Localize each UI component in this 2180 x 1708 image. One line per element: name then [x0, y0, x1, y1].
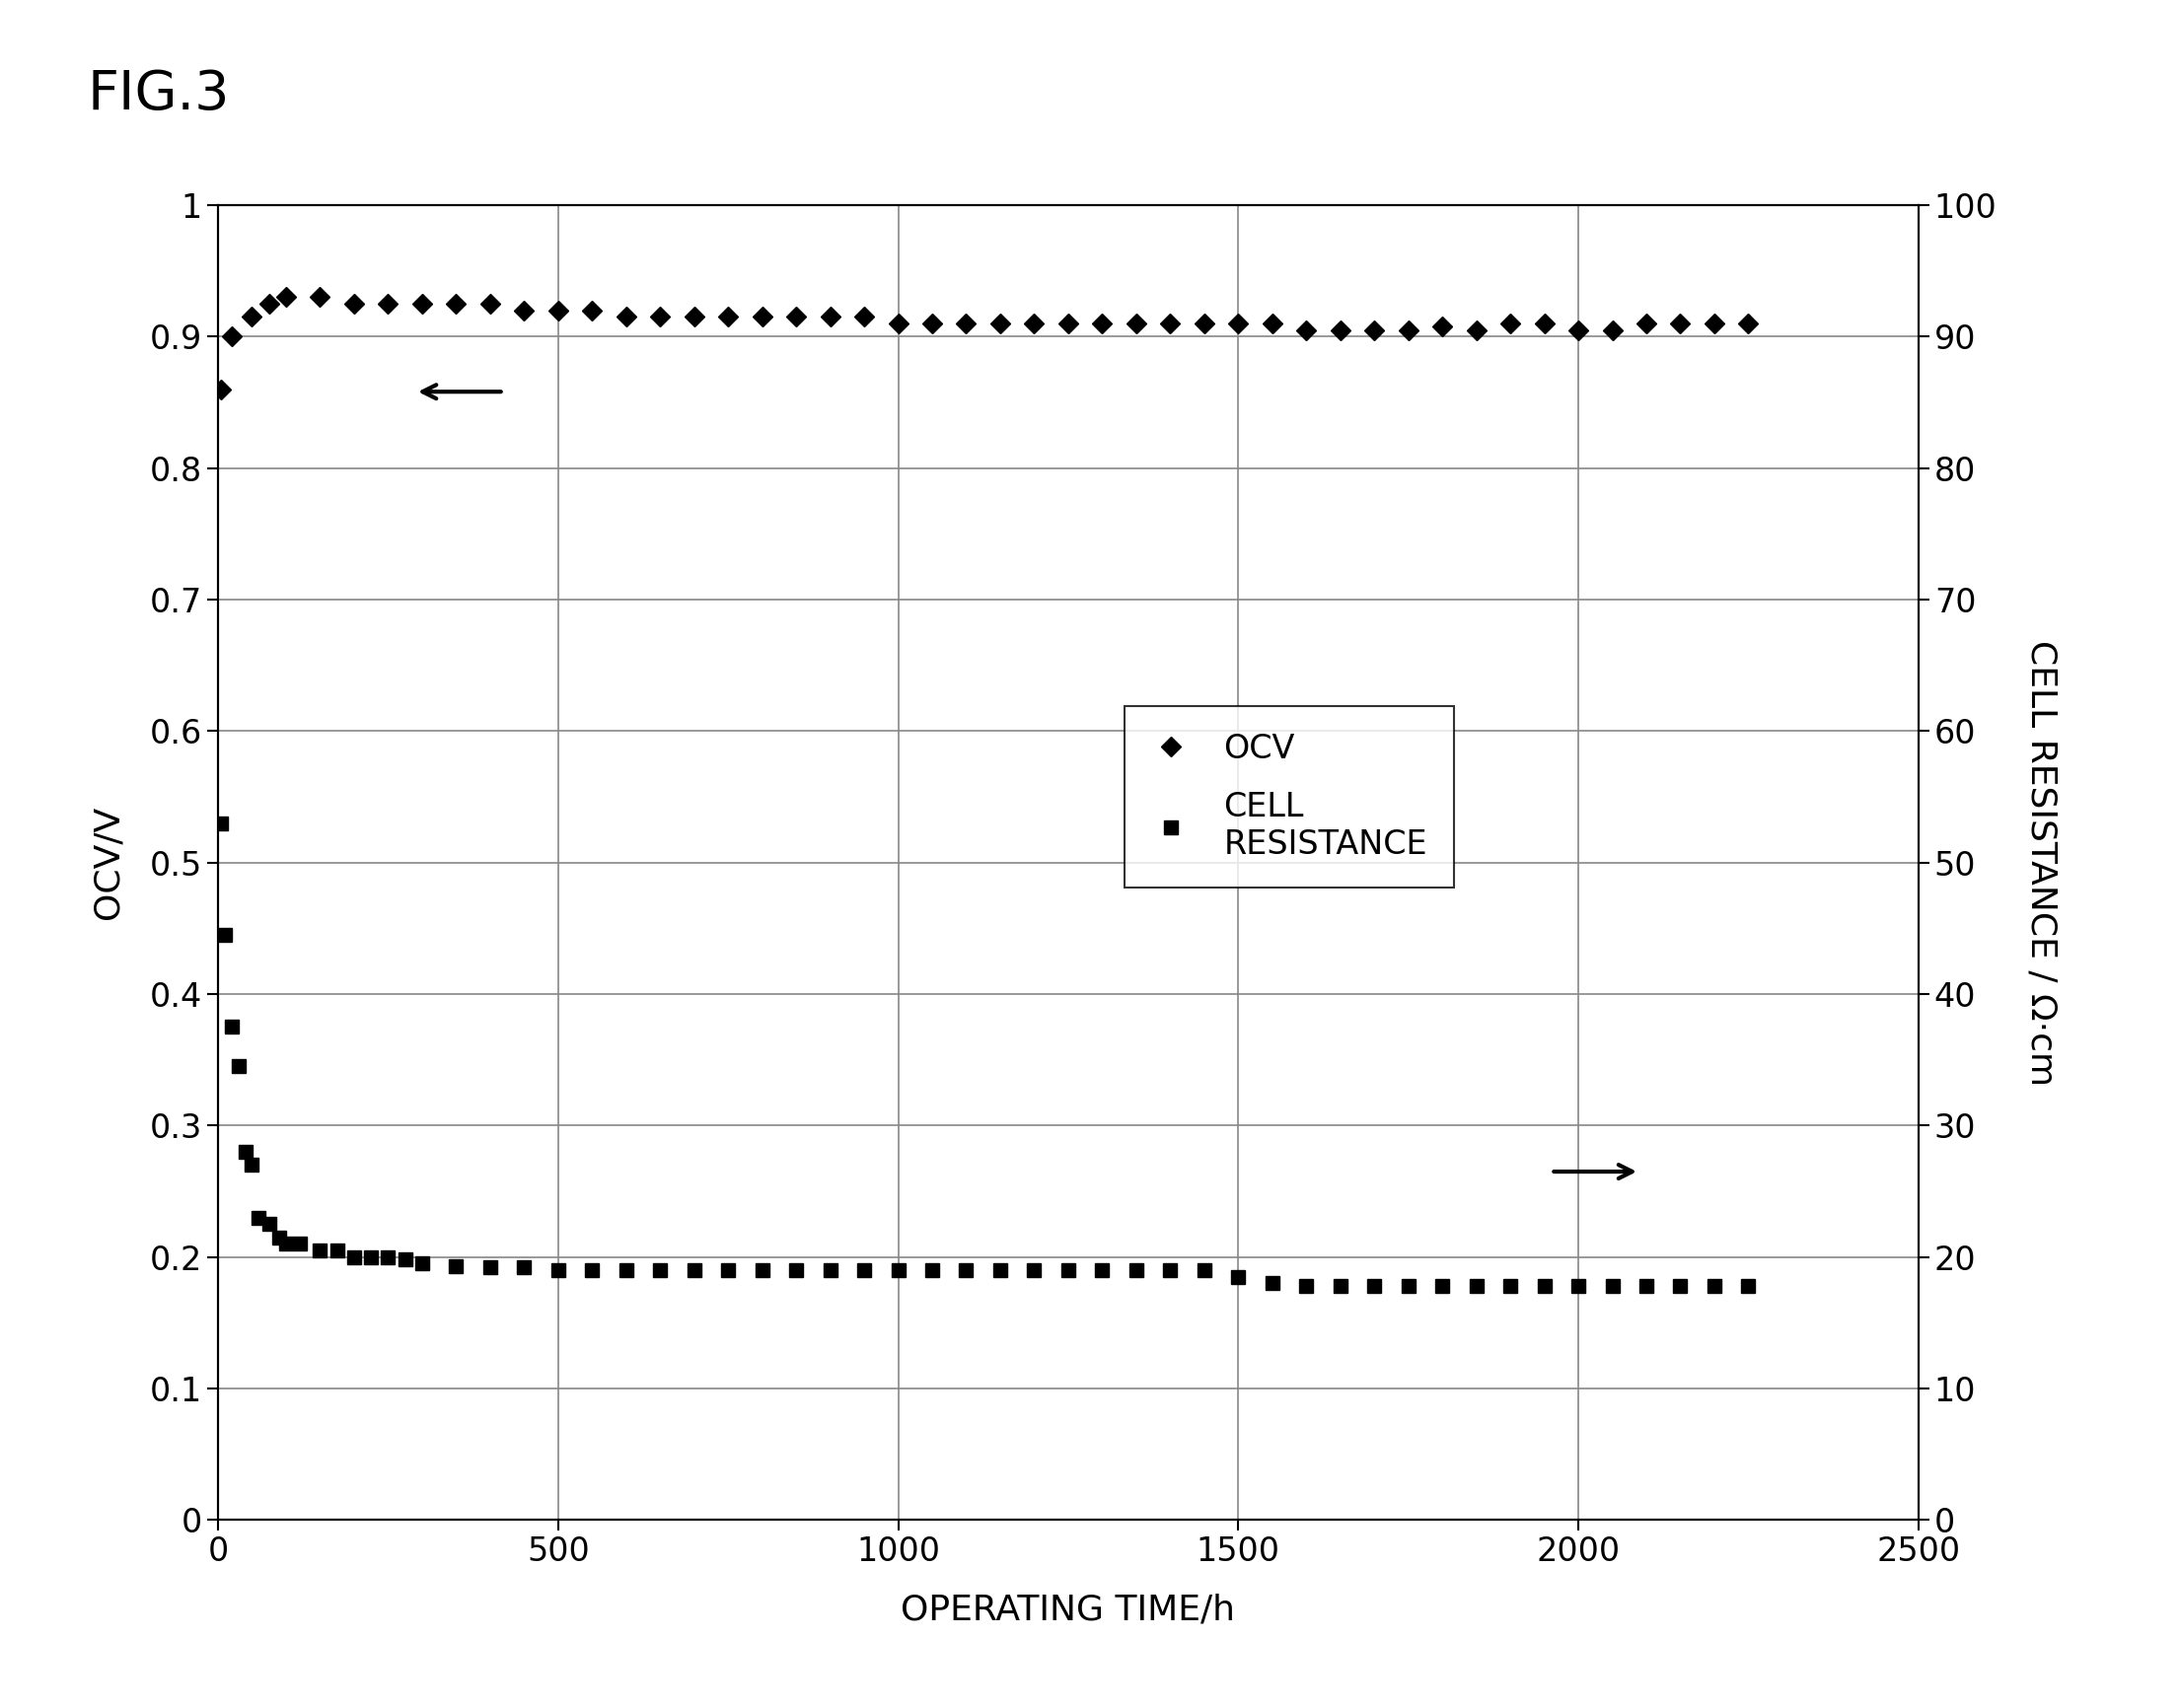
- Legend: OCV, CELL
RESISTANCE: OCV, CELL RESISTANCE: [1125, 705, 1454, 888]
- Y-axis label: CELL RESISTANCE / Ω·cm: CELL RESISTANCE / Ω·cm: [2025, 639, 2058, 1086]
- Y-axis label: OCV/V: OCV/V: [92, 806, 124, 919]
- X-axis label: OPERATING TIME/h: OPERATING TIME/h: [900, 1594, 1236, 1626]
- Text: FIG.3: FIG.3: [87, 68, 229, 121]
